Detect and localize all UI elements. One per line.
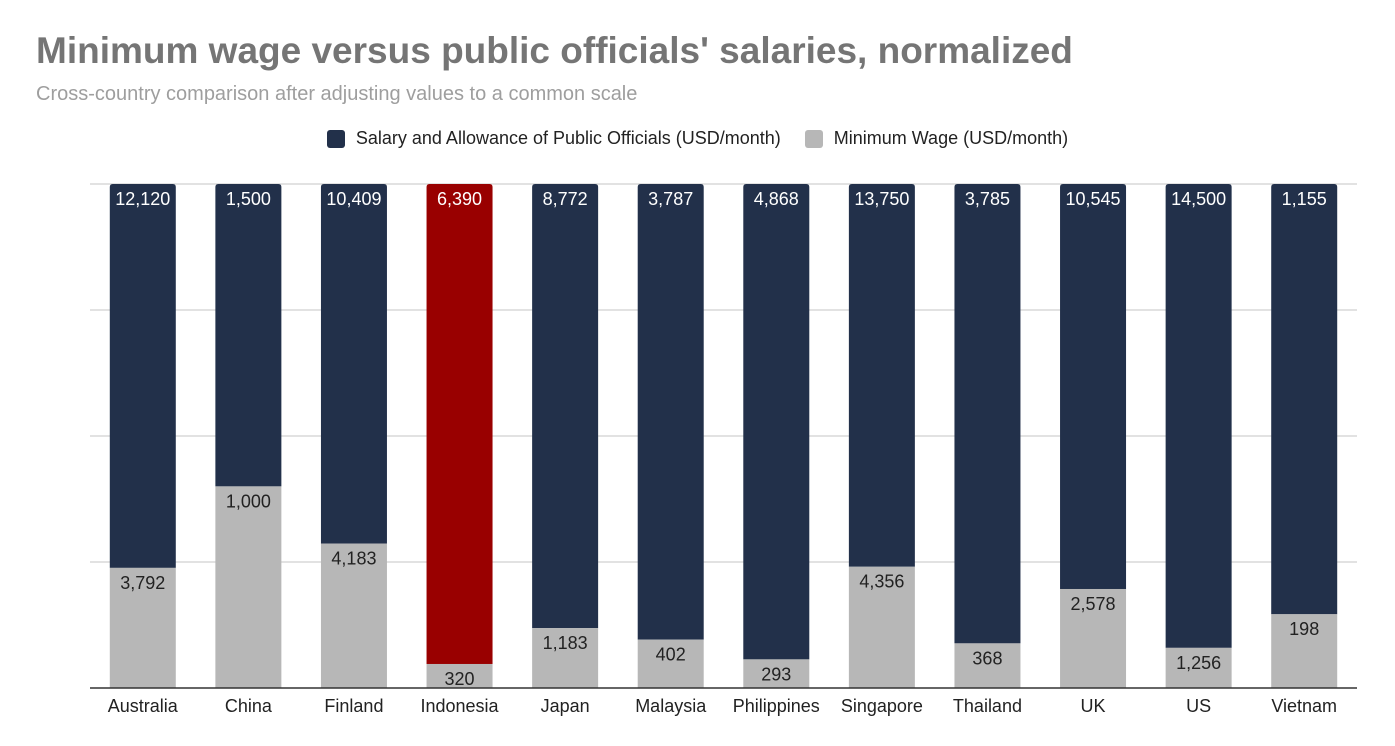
legend-swatch-salary <box>326 129 345 148</box>
data-label-minimum-wage: 1,256 <box>1176 653 1221 673</box>
data-label-minimum-wage: 3,792 <box>120 573 165 593</box>
bar-salary-japan[interactable] <box>532 184 599 629</box>
x-tick-label: Australia <box>108 696 179 716</box>
data-label-salary: 1,155 <box>1282 189 1327 209</box>
bar-minimum-wage-australia[interactable] <box>109 567 176 688</box>
data-label-minimum-wage: 2,578 <box>1071 594 1116 614</box>
bar-salary-vietnam[interactable] <box>1271 184 1338 615</box>
bar-salary-australia[interactable] <box>109 184 176 568</box>
data-label-salary: 4,868 <box>754 189 799 209</box>
chart-subtitle: Cross-country comparison after adjusting… <box>36 83 638 105</box>
data-label-salary: 12,120 <box>115 189 170 209</box>
bar-salary-uk[interactable] <box>1060 184 1127 589</box>
bar-minimum-wage-finland[interactable] <box>320 543 387 688</box>
data-label-salary: 10,545 <box>1066 189 1121 209</box>
bar-salary-finland[interactable] <box>320 184 387 544</box>
bar-minimum-wage-us[interactable] <box>1165 647 1232 688</box>
data-label-minimum-wage: 4,356 <box>859 572 904 592</box>
bar-salary-indonesia[interactable] <box>426 184 493 664</box>
bar-minimum-wage-uk[interactable] <box>1060 588 1127 688</box>
data-label-minimum-wage: 198 <box>1289 619 1319 639</box>
data-label-minimum-wage: 368 <box>972 648 1002 668</box>
data-label-salary: 13,750 <box>854 189 909 209</box>
x-tick-label: Vietnam <box>1271 696 1337 716</box>
data-label-salary: 8,772 <box>543 189 588 209</box>
bar-salary-singapore[interactable] <box>848 184 915 567</box>
x-tick-label: Japan <box>541 696 590 716</box>
bar-minimum-wage-vietnam[interactable] <box>1271 614 1338 688</box>
data-label-minimum-wage: 1,183 <box>543 633 588 653</box>
data-label-minimum-wage: 293 <box>761 664 791 684</box>
x-tick-label: Finland <box>324 696 383 716</box>
data-label-minimum-wage: 402 <box>656 645 686 665</box>
legend-label-minimum-wage: Minimum Wage (USD/month) <box>833 128 1069 148</box>
chart-title: Minimum wage versus public officials' sa… <box>36 30 1073 71</box>
bar-minimum-wage-indonesia[interactable] <box>426 663 493 688</box>
data-label-salary: 14,500 <box>1171 189 1226 209</box>
x-tick-label: Singapore <box>841 696 923 716</box>
x-tick-label: Thailand <box>953 696 1022 716</box>
bar-salary-thailand[interactable] <box>954 184 1021 644</box>
legend-swatch-minimum-wage <box>804 129 823 148</box>
bar-minimum-wage-singapore[interactable] <box>848 566 915 688</box>
bar-salary-us[interactable] <box>1165 184 1232 648</box>
bar-minimum-wage-japan[interactable] <box>532 628 599 688</box>
chart-legend: Salary and Allowance of Public Officials… <box>0 128 1395 149</box>
x-tick-label: UK <box>1081 696 1106 716</box>
data-label-salary: 3,785 <box>965 189 1010 209</box>
bar-salary-malaysia[interactable] <box>637 184 704 640</box>
data-label-minimum-wage: 1,000 <box>226 491 271 511</box>
bar-minimum-wage-thailand[interactable] <box>954 643 1021 688</box>
bar-minimum-wage-philippines[interactable] <box>743 659 810 688</box>
data-label-salary: 10,409 <box>326 189 381 209</box>
x-tick-label: China <box>225 696 273 716</box>
legend-item-minimum-wage[interactable]: Minimum Wage (USD/month) <box>804 128 1069 149</box>
x-tick-label: Indonesia <box>421 696 500 716</box>
legend-label-salary: Salary and Allowance of Public Officials… <box>355 128 781 148</box>
data-label-salary: 6,390 <box>437 189 482 209</box>
data-label-salary: 1,500 <box>226 189 271 209</box>
bar-minimum-wage-china[interactable] <box>215 486 282 688</box>
x-tick-label: Philippines <box>733 696 820 716</box>
x-tick-label: Malaysia <box>635 696 707 716</box>
x-tick-label: US <box>1186 696 1211 716</box>
bar-salary-philippines[interactable] <box>743 184 810 660</box>
data-label-minimum-wage: 320 <box>445 669 475 689</box>
legend-item-salary[interactable]: Salary and Allowance of Public Officials… <box>326 128 781 149</box>
bar-minimum-wage-malaysia[interactable] <box>637 639 704 688</box>
data-label-minimum-wage: 4,183 <box>331 549 376 569</box>
bar-salary-china[interactable] <box>215 184 282 487</box>
data-label-salary: 3,787 <box>648 189 693 209</box>
